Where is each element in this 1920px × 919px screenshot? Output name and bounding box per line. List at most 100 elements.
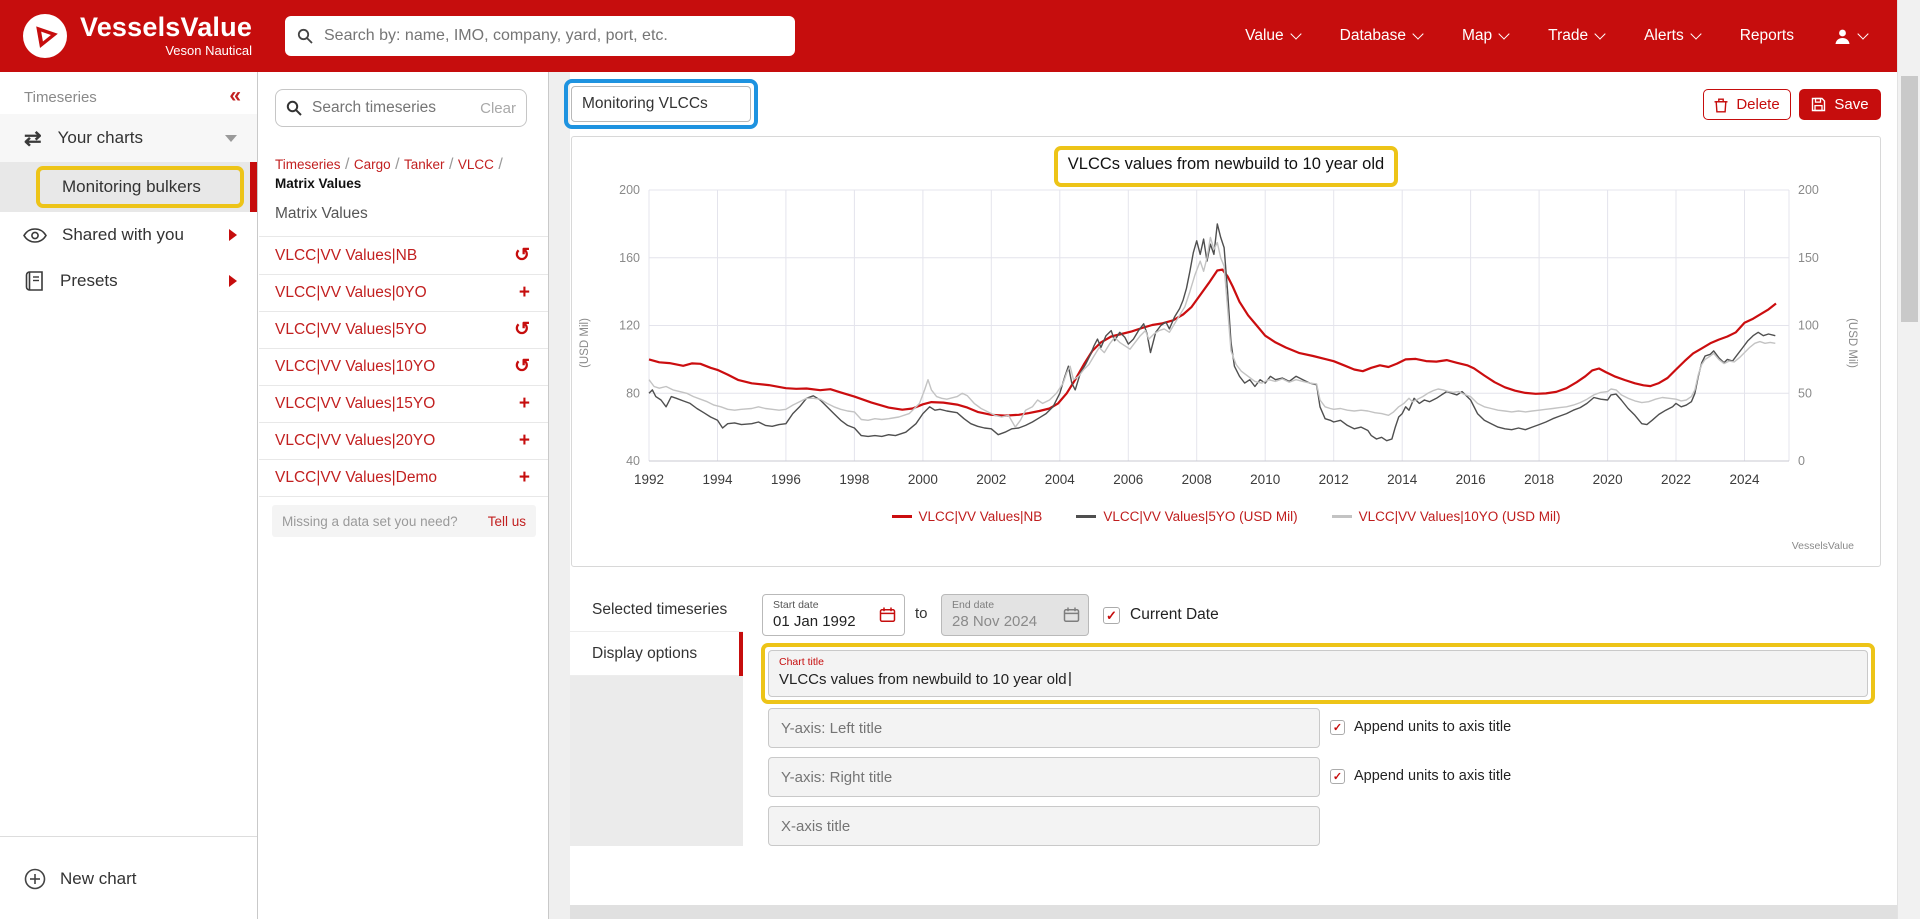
top-header: VesselsValue Veson Nautical Value Databa…: [0, 0, 1897, 72]
undo-icon[interactable]: ↺: [514, 319, 530, 340]
sidebar-divider: [0, 836, 257, 837]
tab-column-background: [570, 676, 743, 846]
svg-text:2000: 2000: [908, 472, 938, 487]
timeseries-item[interactable]: VLCC|VV Values|0YO +: [259, 274, 548, 312]
nav-alerts[interactable]: Alerts: [1644, 27, 1702, 45]
chart-name-input[interactable]: [571, 86, 751, 122]
plus-icon[interactable]: +: [518, 392, 530, 414]
eye-icon: [23, 227, 47, 243]
sidebar-item-monitoring-bulkers[interactable]: Monitoring bulkers: [0, 162, 257, 212]
sidebar: Timeseries « ⇄ Your charts Monitoring bu…: [0, 72, 258, 919]
sidebar-item-shared-with-you[interactable]: Shared with you: [0, 212, 257, 258]
legend-swatch-icon: [891, 515, 912, 518]
new-chart-button[interactable]: New chart: [0, 856, 257, 902]
y-axis-right-title-input[interactable]: [768, 757, 1320, 797]
timeseries-search[interactable]: Clear: [275, 89, 527, 127]
svg-text:2020: 2020: [1593, 472, 1623, 487]
plus-icon[interactable]: +: [518, 281, 530, 303]
breadcrumb-link[interactable]: Cargo: [353, 157, 391, 172]
check-icon: ✓: [1332, 722, 1343, 734]
undo-icon[interactable]: ↺: [514, 356, 530, 377]
append-units-right-label: Append units to axis title: [1354, 768, 1512, 784]
plus-icon[interactable]: +: [518, 429, 530, 451]
legend-item[interactable]: VLCC|VV Values|10YO (USD Mil): [1331, 509, 1560, 524]
y-right-axis-title: (USD Mil): [1845, 318, 1858, 368]
timeseries-item[interactable]: VLCC|VV Values|20YO +: [259, 422, 548, 460]
chevron-down-icon: [1857, 28, 1869, 40]
page-scrollbar[interactable]: [1897, 0, 1920, 919]
calendar-icon: [1063, 607, 1080, 623]
brand-name: VesselsValue: [80, 12, 253, 42]
breadcrumb-link[interactable]: Tanker: [403, 157, 445, 172]
vesselsvalue-logo[interactable]: [22, 13, 68, 59]
breadcrumb-link[interactable]: VLCC: [457, 157, 494, 172]
timeseries-item[interactable]: VLCC|VV Values|Demo +: [259, 459, 548, 497]
breadcrumb-link[interactable]: Timeseries: [275, 157, 341, 172]
chart-title-field[interactable]: Chart title VLCCs values from newbuild t…: [768, 650, 1868, 697]
chart-title: VLCCs values from newbuild to 10 year ol…: [1067, 155, 1385, 173]
timeseries-item[interactable]: VLCC|VV Values|15YO +: [259, 385, 548, 423]
nav-user-menu[interactable]: [1834, 28, 1869, 45]
vesselsvalue-watermark: VesselsValue: [1791, 540, 1854, 552]
svg-text:80: 80: [626, 386, 640, 400]
add-circle-icon: [24, 868, 46, 890]
timeseries-item[interactable]: VLCC|VV Values|5YO ↺: [259, 311, 548, 349]
chevron-right-icon: [229, 229, 237, 241]
global-search[interactable]: [285, 16, 795, 56]
save-button[interactable]: Save: [1799, 89, 1881, 120]
nav-map[interactable]: Map: [1462, 27, 1510, 45]
scrollbar-thumb[interactable]: [1901, 76, 1918, 322]
append-units-left-checkbox[interactable]: ✓: [1330, 720, 1345, 735]
x-axis-title-input[interactable]: [768, 806, 1320, 846]
svg-text:2012: 2012: [1319, 472, 1349, 487]
append-units-right-checkbox[interactable]: ✓: [1330, 769, 1345, 784]
svg-text:1994: 1994: [702, 472, 733, 487]
tab-selected-timeseries[interactable]: Selected timeseries: [570, 588, 743, 632]
svg-text:50: 50: [1798, 386, 1812, 400]
svg-text:2010: 2010: [1250, 472, 1280, 487]
chevron-right-icon: [229, 275, 237, 287]
svg-text:2008: 2008: [1182, 472, 1212, 487]
timeseries-browser: Clear Timeseries / Cargo / Tanker / VLCC…: [259, 72, 549, 919]
calendar-icon[interactable]: [879, 607, 896, 623]
svg-text:1992: 1992: [634, 472, 664, 487]
timeseries-item[interactable]: VLCC|VV Values|10YO ↺: [259, 348, 548, 386]
breadcrumb-current: Matrix Values: [275, 176, 362, 191]
nav-value[interactable]: Value: [1245, 27, 1302, 45]
timeseries-item[interactable]: VLCC|VV Values|NB ↺: [259, 237, 548, 275]
clear-search-button[interactable]: Clear: [480, 99, 516, 117]
nav-reports[interactable]: Reports: [1739, 27, 1794, 44]
undo-icon[interactable]: ↺: [514, 245, 530, 266]
nav-database[interactable]: Database: [1340, 27, 1424, 45]
sidebar-header: Timeseries «: [0, 84, 257, 114]
current-date-checkbox[interactable]: ✓: [1103, 607, 1120, 624]
legend-item[interactable]: VLCC|VV Values|NB: [891, 509, 1042, 524]
panel-gap: [549, 72, 570, 919]
y-left-axis-title: (USD Mil): [578, 318, 591, 368]
start-date-field[interactable]: Start date 01 Jan 1992: [762, 594, 905, 636]
delete-button[interactable]: Delete: [1703, 89, 1791, 120]
tab-display-options[interactable]: Display options: [570, 632, 743, 676]
collapse-sidebar-icon[interactable]: «: [229, 84, 241, 107]
main-nav: Value Database Map Trade Alerts Reports: [1245, 0, 1869, 72]
y-axis-left-title-input[interactable]: [768, 708, 1320, 748]
timeseries-search-input[interactable]: [310, 98, 481, 118]
svg-text:200: 200: [1798, 183, 1819, 197]
trash-icon: [1714, 98, 1728, 112]
chevron-down-icon: [1289, 28, 1302, 40]
timeseries-chart[interactable]: 200 160 120 80 40 200 150 100 50 0 1992 1994 1996 199…: [574, 181, 1874, 511]
plus-icon[interactable]: +: [518, 466, 530, 488]
legend-item[interactable]: VLCC|VV Values|5YO (USD Mil): [1076, 509, 1298, 524]
nav-trade[interactable]: Trade: [1548, 27, 1606, 45]
tell-us-link[interactable]: Tell us: [487, 513, 526, 529]
sidebar-item-your-charts[interactable]: ⇄ Your charts: [0, 114, 257, 162]
text-cursor: |: [1068, 670, 1072, 687]
svg-text:160: 160: [619, 251, 640, 265]
brand-subtitle: Veson Nautical: [165, 43, 253, 58]
chevron-down-icon: [1412, 28, 1424, 40]
global-search-input[interactable]: [322, 26, 783, 46]
chevron-down-icon: [1690, 28, 1702, 40]
sidebar-item-presets[interactable]: Presets: [0, 258, 257, 304]
append-units-left-label: Append units to axis title: [1354, 719, 1512, 735]
